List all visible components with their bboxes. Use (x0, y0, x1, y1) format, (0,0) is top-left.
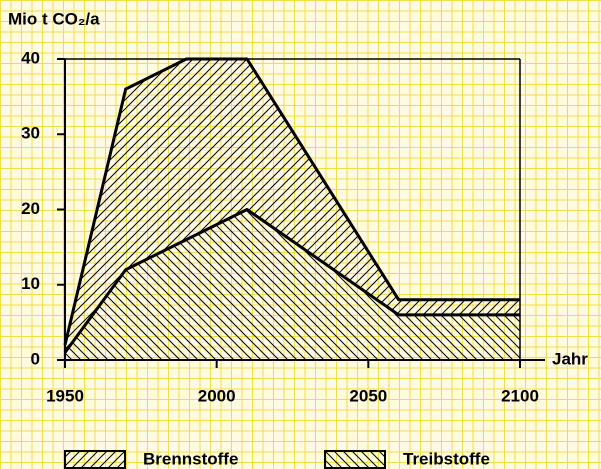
area (65, 209, 520, 360)
y-tick-label: 30 (21, 124, 40, 143)
y-tick-label: 10 (21, 274, 40, 293)
y-axis-label: Mio t CO₂/a (8, 9, 100, 28)
legend-label: Treibstoffe (403, 449, 490, 468)
x-tick-label: 2000 (198, 386, 236, 405)
area (65, 59, 520, 353)
y-tick-label: 0 (31, 349, 40, 368)
legend-swatch (64, 450, 126, 469)
x-tick-label: 2050 (349, 386, 387, 405)
x-axis-label: Jahr (552, 349, 588, 368)
y-tick-label: 20 (21, 199, 40, 218)
y-tick-label: 40 (21, 48, 40, 67)
legend-swatch (324, 450, 386, 469)
x-tick-label: 2100 (501, 386, 539, 405)
legend-label: Brennstoffe (143, 449, 238, 468)
x-tick-label: 1950 (46, 386, 84, 405)
area-edge (63, 208, 520, 354)
